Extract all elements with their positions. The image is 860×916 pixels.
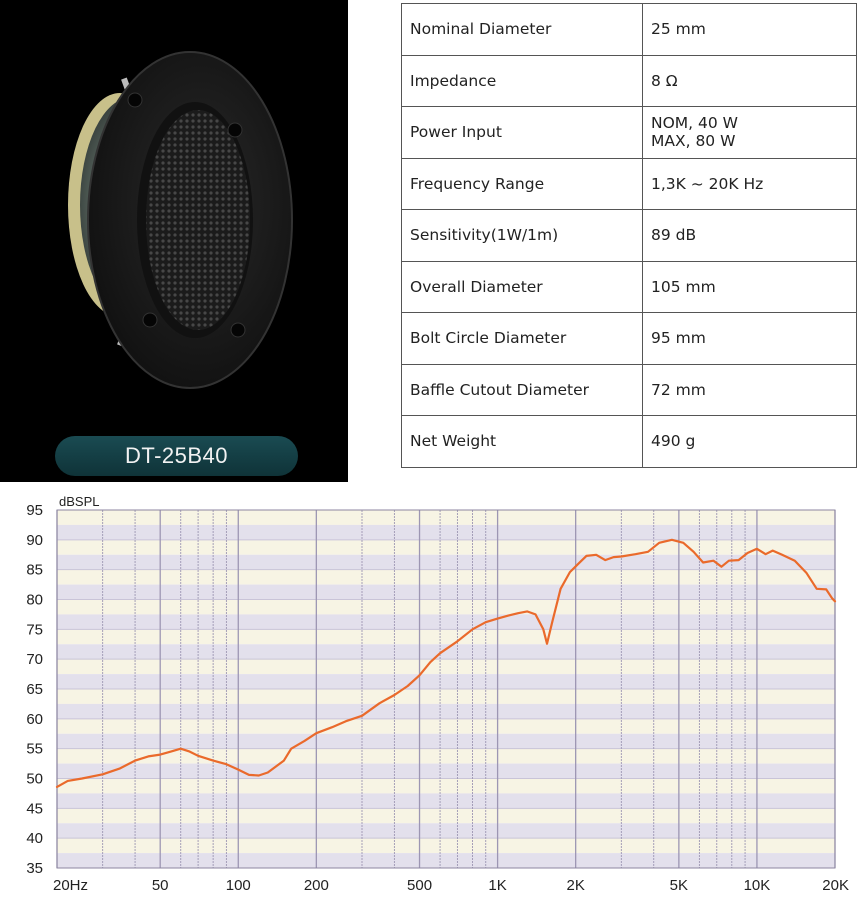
y-tick-label: 55 [26,741,43,758]
plot-band [57,703,835,719]
spec-value-line: NOM, 40 W [651,114,738,133]
x-tick-label: 20Hz [53,877,88,894]
x-tick-label: 200 [304,877,329,894]
plot-band [57,763,835,779]
spec-row: Overall Diameter 105 mm [401,260,857,313]
plot-band [57,674,835,689]
plot-band [57,659,835,675]
plot-band [57,823,835,839]
spec-row: Sensitivity(1W/1m) 89 dB [401,209,857,262]
spec-row: Nominal Diameter 25 mm [401,3,857,56]
spec-value-line: 72 mm [651,380,706,399]
spec-row: Net Weight 490 g [401,415,857,468]
plot-band [57,569,835,585]
spec-value: 490 g [642,415,857,468]
plot-band [57,510,835,525]
y-tick-label: 35 [26,860,43,877]
spec-label: Impedance [401,54,643,107]
response-curve [55,538,837,788]
x-tick-label: 10K [744,877,771,894]
spec-label: Bolt Circle Diameter [401,312,643,365]
spec-label: Net Weight [401,415,643,468]
x-tick-label: 20K [822,877,849,894]
plot-frame [56,509,836,869]
plot-band [57,689,835,704]
y-tick-label: 75 [26,621,43,638]
x-tick-label: 50 [152,877,169,894]
spec-value: 105 mm [642,260,857,313]
x-axis-ticks: 20Hz 50 100 200 500 1K 2K 5K 10K 20K [53,877,849,894]
spec-table: Nominal Diameter 25 mm Impedance 8 Ω Power I… [401,3,857,468]
spec-value: 1,3K ~ 20K Hz [642,157,857,210]
frequency-response-chart: dBSPL 95 90 85 80 75 70 65 60 55 50 45 40 35 20Hz 50 1… [26,494,849,894]
spec-row: Frequency Range 1,3K ~ 20K Hz [401,157,857,210]
spec-value: NOM, 40 W MAX, 80 W [642,106,857,159]
spec-value-line: 25 mm [651,20,706,39]
spec-value: 95 mm [642,312,857,365]
spec-row: Baffle Cutout Diameter 72 mm [401,363,857,416]
plot-band [57,524,835,540]
y-tick-label: 95 [26,502,43,519]
spec-value-line: 95 mm [651,329,706,348]
plot-band [57,808,835,824]
spec-row: Power Input NOM, 40 W MAX, 80 W [401,106,857,159]
spec-label: Nominal Diameter [401,3,643,56]
plot-band [57,629,835,645]
y-tick-label: 50 [26,771,43,788]
tweeter-photo [68,51,293,389]
spec-value-line: 8 Ω [651,71,678,90]
y-axis-unit-label: dBSPL [59,494,99,509]
spec-label: Overall Diameter [401,260,643,313]
spec-value-line: MAX, 80 W [651,132,736,151]
spec-label: Baffle Cutout Diameter [401,363,643,416]
plot-band [57,838,835,854]
spec-value: 8 Ω [642,54,857,107]
plot-grid [56,509,836,869]
plot-band [57,554,835,570]
spec-row: Bolt Circle Diameter 95 mm [401,312,857,365]
plot-band [57,584,835,600]
y-tick-label: 80 [26,592,43,609]
plot-band [57,748,835,764]
spec-value-line: 105 mm [651,277,716,296]
y-axis-ticks: 95 90 85 80 75 70 65 60 55 50 45 40 35 [26,502,43,877]
plot-background [57,510,835,868]
plot-band [57,599,835,615]
y-tick-label: 60 [26,711,43,728]
spec-value: 25 mm [642,3,857,56]
product-panel: DT-25B40 [0,0,348,482]
plot-band [57,718,835,734]
x-tick-label: 1K [488,877,506,894]
y-tick-label: 45 [26,800,43,817]
plot-band [57,733,835,749]
x-tick-label: 2K [566,877,584,894]
plot-band [57,644,835,660]
y-tick-label: 65 [26,681,43,698]
model-badge: DT-25B40 [55,436,298,476]
plot-band [57,614,835,630]
spec-row: Impedance 8 Ω [401,54,857,107]
spec-value: 72 mm [642,363,857,416]
y-tick-label: 70 [26,651,43,668]
grill [146,110,250,330]
plot-band [57,853,835,868]
spec-label: Frequency Range [401,157,643,210]
plot-band [57,539,835,555]
y-tick-label: 90 [26,532,43,549]
x-tick-label: 5K [670,877,688,894]
spec-label: Power Input [401,106,643,159]
spec-label: Sensitivity(1W/1m) [401,209,643,262]
spec-value-line: 490 g [651,432,696,451]
spec-value-line: 1,3K ~ 20K Hz [651,174,764,193]
x-tick-label: 100 [226,877,251,894]
spec-value: 89 dB [642,209,857,262]
x-tick-label: 500 [407,877,432,894]
y-tick-label: 40 [26,830,43,847]
plot-band [57,778,835,794]
plot-band [57,793,835,809]
spec-value-line: 89 dB [651,226,697,245]
y-tick-label: 85 [26,562,43,579]
